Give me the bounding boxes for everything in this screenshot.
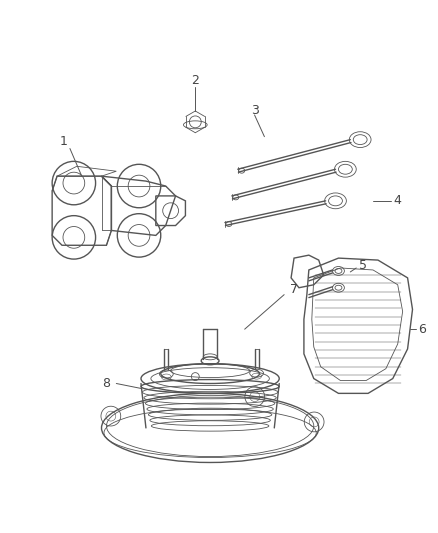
Text: 6: 6: [418, 322, 426, 336]
Text: 5: 5: [359, 259, 367, 271]
Text: 8: 8: [102, 377, 110, 390]
Text: 2: 2: [191, 74, 199, 87]
Text: 4: 4: [394, 195, 402, 207]
Text: 7: 7: [290, 283, 298, 296]
Text: 1: 1: [60, 135, 68, 148]
Text: 3: 3: [251, 103, 258, 117]
